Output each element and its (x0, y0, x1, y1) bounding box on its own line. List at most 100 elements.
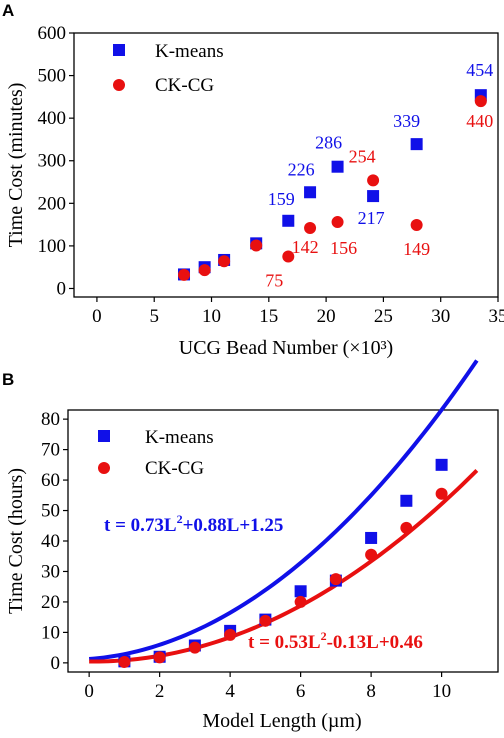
data-point-ckcg (198, 264, 211, 277)
x-axis-label-a: UCG Bead Number (×10³) (179, 337, 393, 359)
y-tick-label: 10 (41, 622, 60, 643)
data-label: 142 (292, 237, 319, 257)
x-tick-label: 25 (374, 306, 393, 327)
y-tick-label: 600 (38, 23, 67, 44)
data-point-kmeans (367, 190, 380, 203)
x-tick-label: 8 (366, 681, 376, 702)
data-point-ckcg (474, 95, 487, 108)
y-tick-label: 60 (41, 470, 60, 491)
data-point-kmeans (304, 186, 317, 199)
y-axis-ticks-b: 0 10 20 30 40 50 60 70 80 (41, 409, 68, 674)
y-tick-label: 400 (38, 108, 67, 129)
data-point-ckcg (250, 239, 263, 252)
x-tick-label: 10 (432, 681, 451, 702)
y-tick-label: 40 (41, 531, 60, 552)
x-tick-label: 15 (259, 306, 278, 327)
panel-letter-a: A (2, 1, 14, 20)
x-tick-label: 5 (149, 306, 159, 327)
data-point-ckcg (331, 216, 344, 229)
fit-curve-kmeans (88, 359, 479, 662)
panel-letter-b: B (2, 370, 14, 389)
y-axis-label-a: Time Cost (minutes) (5, 83, 27, 248)
data-point-kmeans (365, 531, 378, 544)
x-tick-label: 0 (92, 306, 102, 327)
data-point-ckcg (294, 595, 307, 608)
x-tick-label: 4 (225, 681, 235, 702)
data-point-kmeans (294, 585, 307, 598)
y-tick-label: 100 (38, 236, 67, 257)
data-point-ckcg (304, 222, 317, 235)
y-axis-label-b: Time Cost (hours) (5, 468, 27, 614)
y-tick-label: 200 (38, 193, 67, 214)
legend-label-ckcg-b: CK-CG (145, 458, 204, 479)
data-point-ckcg (329, 573, 342, 586)
data-point-ckcg (400, 521, 413, 534)
legend-a: K-means CK-CG (113, 41, 224, 96)
data-point-ckcg (218, 255, 231, 268)
data-point-kmeans (435, 458, 448, 471)
data-point-kmeans (282, 214, 295, 227)
data-label: 159 (268, 189, 295, 209)
data-point-ckcg (435, 487, 448, 500)
y-tick-label: 70 (41, 440, 60, 461)
data-point-ckcg (153, 651, 166, 664)
x-tick-label: 6 (296, 681, 306, 702)
legend-marker-kmeans-b (98, 430, 110, 442)
legend-label-ckcg-a: CK-CG (155, 75, 214, 96)
y-tick-label: 50 (41, 501, 60, 522)
legend-marker-kmeans-a (113, 44, 125, 56)
plot-frame-a (73, 32, 499, 298)
data-point-kmeans (400, 494, 413, 507)
data-label: 454 (466, 60, 493, 80)
data-point-ckcg (410, 219, 423, 232)
data-point-ckcg (188, 641, 201, 654)
y-tick-label: 0 (51, 653, 61, 674)
y-tick-label: 20 (41, 592, 60, 613)
data-label: 286 (315, 133, 342, 153)
y-axis-ticks-a: 0 100 200 300 400 500 600 (38, 23, 74, 299)
y-tick-label: 500 (38, 66, 67, 87)
data-label: 217 (358, 208, 385, 228)
fit-equation-ckcg: t = 0.53L2-0.13L+0.46 (248, 629, 423, 653)
data-points-b (118, 458, 448, 668)
data-point-ckcg (224, 628, 237, 641)
data-label: 156 (330, 238, 357, 258)
data-point-kmeans (331, 160, 344, 173)
data-label: 339 (393, 111, 420, 131)
data-label: 440 (466, 111, 493, 131)
y-tick-label: 300 (38, 151, 67, 172)
data-point-ckcg (365, 548, 378, 561)
panel-b: B 0 2 4 6 8 10 0 10 20 30 40 50 60 70 80 Model Length… (2, 359, 499, 732)
x-tick-label: 0 (84, 681, 94, 702)
x-tick-label: 2 (155, 681, 165, 702)
legend-b: K-means CK-CG (98, 427, 214, 479)
x-tick-label: 30 (431, 306, 450, 327)
y-tick-label: 80 (41, 409, 60, 430)
data-point-ckcg (282, 250, 295, 263)
y-tick-label: 0 (57, 278, 67, 299)
x-axis-ticks-a: 0 5 10 15 20 25 30 35 (92, 297, 504, 327)
data-label: 75 (265, 271, 283, 291)
data-label: 149 (403, 239, 430, 259)
fit-curves-b (88, 359, 479, 664)
fit-equation-kmeans: t = 0.73L2+0.88L+1.25 (104, 512, 283, 536)
x-tick-label: 35 (489, 306, 504, 327)
data-point-ckcg (259, 614, 272, 627)
data-points-a (178, 89, 487, 281)
data-point-kmeans (410, 138, 423, 151)
data-point-ckcg (367, 174, 380, 187)
legend-label-kmeans-b: K-means (145, 427, 214, 448)
y-tick-label: 30 (41, 561, 60, 582)
x-tick-label: 20 (317, 306, 336, 327)
data-point-ckcg (118, 655, 131, 668)
data-label: 254 (349, 146, 376, 166)
legend-label-kmeans-a: K-means (155, 41, 224, 62)
legend-marker-ckcg-a (113, 79, 125, 91)
panel-a: A 0 5 10 15 20 25 30 35 0 100 200 300 400 500 600 UCG… (2, 1, 504, 359)
data-point-ckcg (178, 268, 191, 281)
legend-marker-ckcg-b (98, 462, 110, 474)
x-axis-ticks-b: 0 2 4 6 8 10 (84, 672, 451, 702)
x-axis-label-b: Model Length (µm) (202, 710, 361, 732)
x-tick-label: 10 (202, 306, 221, 327)
